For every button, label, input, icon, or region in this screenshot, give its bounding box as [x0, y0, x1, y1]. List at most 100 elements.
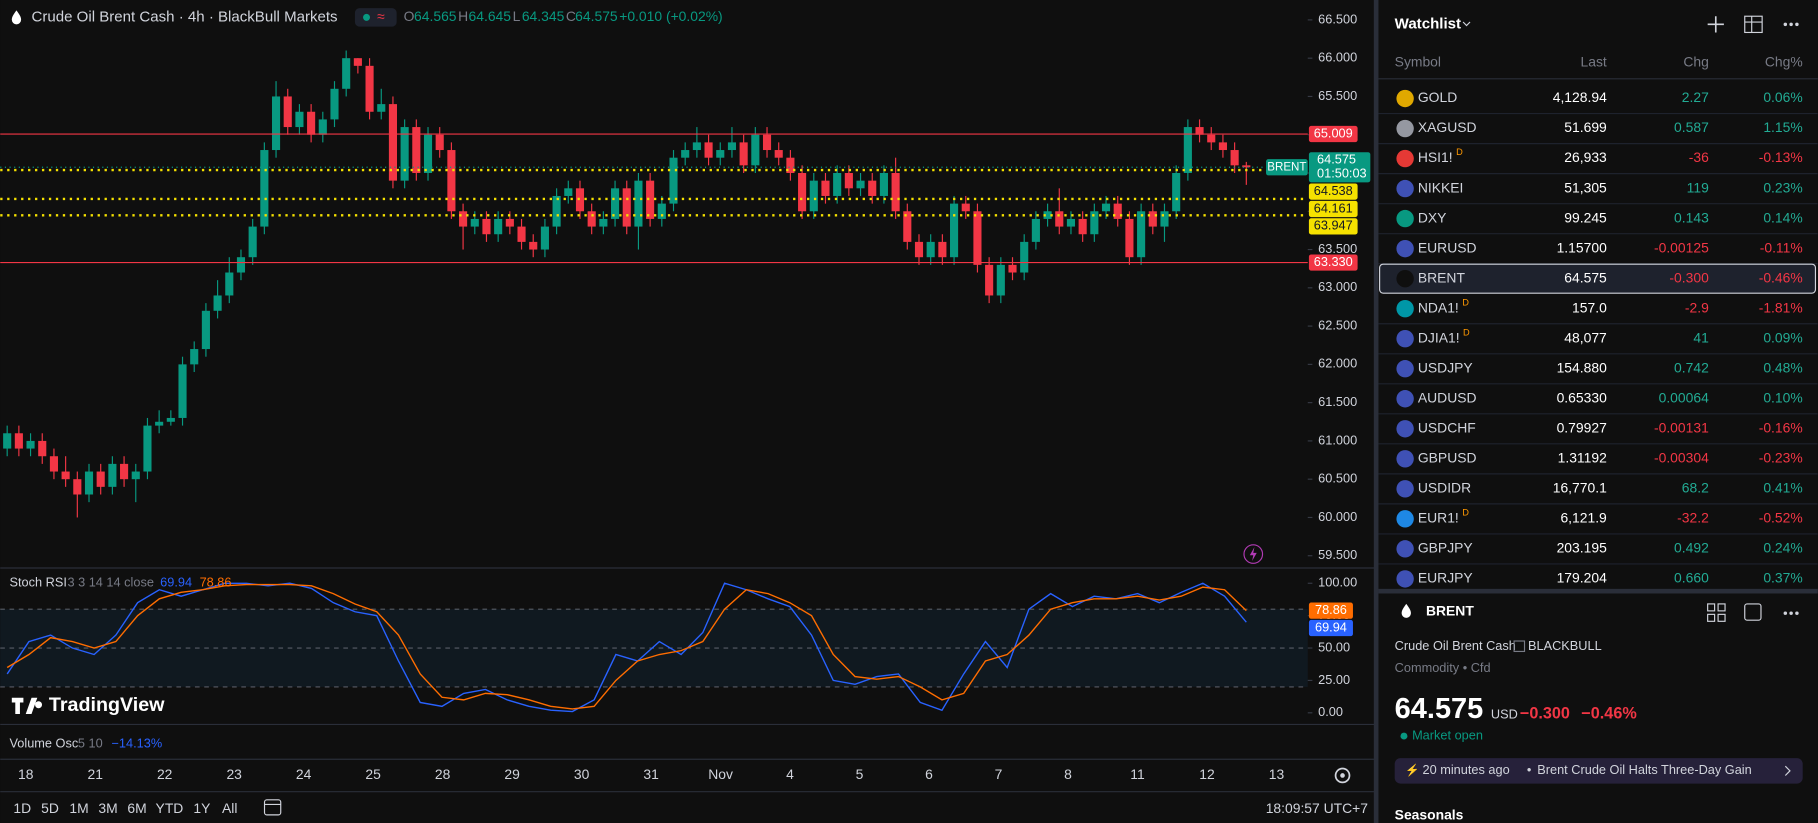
watchlist-symbol: NIKKEI [1418, 179, 1464, 195]
x-tick-label: 5 [856, 766, 864, 782]
y-tick-label: 61.500 [1318, 394, 1357, 409]
watchlist-symbol: DJIA1! [1418, 329, 1460, 345]
timeframe-button[interactable]: 1Y [193, 800, 210, 816]
price-level-label: 63.330 [1314, 254, 1353, 269]
settings-icon[interactable] [1334, 767, 1351, 784]
candle-body [470, 218, 479, 227]
indicator-params: 5 10 [78, 736, 103, 751]
candle-body [1230, 150, 1239, 166]
timeframe-button[interactable]: 1D [13, 800, 31, 816]
watchlist-change: -0.00304 [1654, 449, 1709, 465]
more-icon[interactable] [1783, 22, 1788, 27]
watchlist-last: 51,305 [1564, 179, 1607, 195]
external-link-icon[interactable] [1513, 640, 1526, 653]
sidebar-separator [1373, 0, 1379, 823]
column-header[interactable]: Last [1581, 53, 1607, 69]
x-tick-label: 12 [1199, 766, 1215, 782]
column-header[interactable]: Chg [1683, 53, 1708, 69]
more-icon [1789, 22, 1793, 27]
chart-area: 59.500 60.000 60.500 61.000 61.500 62.000 62.5… [0, 11, 1371, 782]
more-icon[interactable] [1783, 611, 1788, 615]
add-symbol-icon[interactable] [1707, 16, 1724, 33]
candle-body [365, 65, 374, 112]
price-level-label: 64.161 [1314, 200, 1353, 215]
candle-body [751, 134, 760, 166]
watchlist-last: 6,121.9 [1560, 510, 1607, 526]
watchlist-change-pct: 0.14% [1763, 209, 1802, 225]
watchlist-change: 0.492 [1674, 540, 1709, 556]
watchlist-change-pct: 0.24% [1763, 540, 1802, 556]
symbol-badge: D [1462, 507, 1469, 517]
candle-body [599, 218, 608, 227]
symbol-badge: D [1456, 147, 1463, 157]
candle-body [704, 142, 713, 158]
candle-body [657, 203, 666, 219]
watchlist-symbol: EURJPY [1418, 570, 1473, 586]
timeframe-button[interactable]: All [222, 800, 237, 816]
watchlist-last: 51.699 [1564, 119, 1607, 135]
price-level-label: 65.009 [1314, 125, 1353, 140]
candle-body [961, 203, 970, 212]
watchlist-change-pct: -0.16% [1759, 419, 1803, 435]
layout-icon[interactable] [1744, 15, 1763, 34]
price-level-label: 63.947 [1314, 218, 1353, 233]
watchlist-change: -36 [1689, 149, 1709, 165]
candle-body [950, 203, 959, 258]
stoch-line [6, 582, 1247, 713]
status-pill[interactable] [354, 8, 397, 27]
watchlist-menu-chevron[interactable] [1462, 21, 1471, 27]
last-price-label: 64.575 [1317, 152, 1356, 167]
section-title[interactable]: Seasonals [1395, 807, 1464, 823]
details-currency: USD [1491, 707, 1518, 722]
candle-body [342, 58, 351, 89]
symbol-logo [1396, 119, 1414, 138]
edit-icon[interactable] [1744, 603, 1762, 621]
x-tick-label: 25 [365, 766, 381, 782]
symbol-logo [1396, 330, 1414, 348]
candle-body [120, 463, 129, 480]
news-icon: ⚡ [1405, 763, 1419, 777]
timeframe-button[interactable]: 1M [69, 800, 88, 816]
watchlist-last: 203.195 [1557, 540, 1607, 556]
settings-icon-center [1340, 773, 1345, 778]
timeframe-button[interactable]: 3M [98, 800, 117, 816]
watchlist-change-pct: 1.15% [1763, 119, 1802, 135]
column-header[interactable]: Chg% [1765, 53, 1803, 69]
y-tick-label: 66.000 [1318, 50, 1357, 65]
candle-body [879, 172, 888, 196]
watchlist-row[interactable] [1379, 263, 1817, 294]
candle-body [926, 241, 935, 258]
news-card[interactable] [1394, 758, 1803, 784]
stoch-value-badge [1308, 602, 1353, 619]
x-tick-label: 13 [1269, 766, 1285, 782]
watchlist-last: 48,077 [1564, 329, 1607, 345]
watchlist-title[interactable]: Watchlist [1395, 15, 1461, 32]
watchlist-symbol: USDIDR [1418, 479, 1471, 495]
timeframe-button[interactable]: YTD [156, 800, 184, 816]
candle-body [1101, 203, 1111, 212]
timeframe-button[interactable]: 5D [41, 800, 59, 816]
candle-body [727, 142, 737, 151]
details-separator [1378, 588, 1818, 594]
candle-body [622, 188, 631, 227]
details-description: Crude Oil Brent Cash [1395, 638, 1516, 653]
timeframe-button[interactable]: 6M [127, 800, 146, 816]
watermark: TradingView [49, 694, 165, 716]
candle-body [108, 463, 117, 487]
candle-body [1125, 218, 1134, 258]
candle-body [353, 58, 362, 66]
candle-body [996, 264, 1005, 296]
column-header[interactable]: Symbol [1395, 53, 1441, 69]
news-headline: Brent Crude Oil Halts Three-Day Gain [1537, 762, 1751, 777]
candle-body [529, 241, 538, 250]
stoch-value-label: 69.94 [1315, 619, 1347, 634]
y-tick-label: 62.500 [1318, 317, 1357, 332]
watchlist-last: 1.15700 [1557, 239, 1607, 255]
watchlist-symbol: USDJPY [1418, 359, 1473, 375]
calendar-icon[interactable] [263, 799, 282, 816]
candle-body [809, 180, 818, 212]
alert-icon[interactable] [1243, 544, 1264, 564]
watchlist-symbol: USDCHF [1418, 419, 1476, 435]
grid-icon[interactable] [1707, 603, 1716, 612]
candle-body [517, 226, 526, 242]
